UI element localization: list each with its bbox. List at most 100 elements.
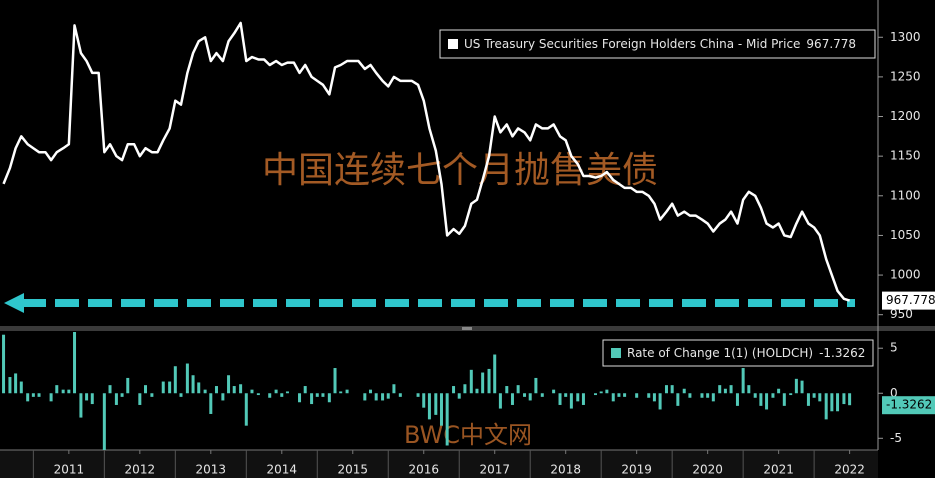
y-tick-label: 0 (890, 386, 898, 400)
bar (647, 393, 651, 398)
bar (55, 385, 59, 394)
bar (369, 389, 373, 394)
bar (90, 393, 94, 405)
bar (558, 393, 562, 405)
last-value-label: -1.3262 (886, 398, 932, 412)
bar (185, 363, 189, 394)
bar (576, 393, 580, 402)
bar (569, 393, 573, 409)
bar (232, 386, 236, 394)
bar (268, 393, 272, 398)
legend-name: Rate of Change 1(1) (HOLDCH) (627, 346, 813, 360)
bar (280, 393, 284, 397)
bar (523, 393, 527, 397)
bar (138, 393, 142, 405)
bar (611, 393, 615, 402)
bar (481, 372, 485, 394)
y-tick-label: 1200 (890, 109, 921, 123)
legend-value: -1.3262 (819, 346, 865, 360)
bar (688, 393, 692, 398)
bar (475, 388, 479, 394)
bar (623, 393, 627, 397)
bar (759, 393, 763, 406)
bar (321, 393, 325, 397)
bar (741, 368, 745, 394)
legend-label: US Treasury Securities Foreign Holders C… (464, 37, 856, 51)
last-value-badge (882, 396, 935, 415)
bar (161, 381, 165, 394)
bar (416, 393, 420, 397)
legend-swatch (611, 348, 621, 358)
bar (114, 393, 118, 405)
bar (256, 393, 260, 396)
x-tick-label: 2013 (196, 463, 227, 477)
bar (498, 393, 502, 409)
bar (67, 389, 71, 394)
bar (339, 391, 343, 394)
bar (37, 393, 41, 397)
bar (49, 393, 53, 402)
bar (144, 385, 148, 394)
bar (540, 393, 544, 397)
bar (682, 388, 686, 394)
bar (274, 389, 278, 394)
bar (31, 393, 35, 397)
bar (658, 393, 662, 410)
bar (842, 393, 846, 405)
bar (729, 385, 733, 394)
bar (333, 368, 337, 394)
bar (747, 385, 751, 394)
bar (386, 393, 390, 399)
bar (8, 377, 12, 394)
bar (452, 386, 456, 394)
y-tick-label: 1250 (890, 69, 921, 83)
bar (794, 378, 798, 394)
bar (493, 354, 497, 394)
y-tick-label: 5 (890, 341, 898, 355)
bar (777, 388, 781, 394)
bar (73, 332, 77, 394)
bar (102, 393, 106, 450)
bar (150, 393, 154, 397)
bar (581, 393, 585, 405)
bar (179, 393, 183, 397)
bar (310, 393, 314, 405)
x-tick-label: 2018 (550, 463, 581, 477)
bar (422, 393, 426, 408)
y-tick-label: 1100 (890, 188, 921, 202)
bar (427, 393, 431, 420)
bar (469, 369, 473, 394)
bar (789, 393, 793, 396)
bar (800, 380, 804, 394)
watermark: BWC中文网 (404, 421, 532, 449)
bar (635, 393, 639, 398)
bar (664, 385, 668, 394)
bar (434, 393, 438, 415)
bar (168, 381, 172, 394)
bar (126, 377, 130, 394)
bar (191, 375, 195, 394)
bar (439, 393, 443, 426)
bar (718, 385, 722, 394)
bar (239, 384, 243, 394)
bar (818, 393, 822, 402)
bar (605, 389, 609, 394)
bar (617, 393, 621, 397)
x-tick-label: 2020 (692, 463, 723, 477)
bar (298, 393, 302, 403)
bar (120, 393, 124, 397)
bar (209, 393, 213, 414)
bar (848, 393, 852, 406)
bar (670, 385, 674, 394)
y-tick-label: 1150 (890, 149, 921, 163)
y-tick-label: 1000 (890, 268, 921, 282)
last-value-badge (882, 291, 935, 310)
x-tick-label: 2014 (267, 463, 298, 477)
x-tick-label: 2021 (763, 463, 794, 477)
x-tick-label: 2022 (834, 463, 865, 477)
bar (173, 366, 177, 394)
legend-box (439, 29, 876, 59)
bar (221, 393, 225, 401)
bar (735, 393, 739, 406)
